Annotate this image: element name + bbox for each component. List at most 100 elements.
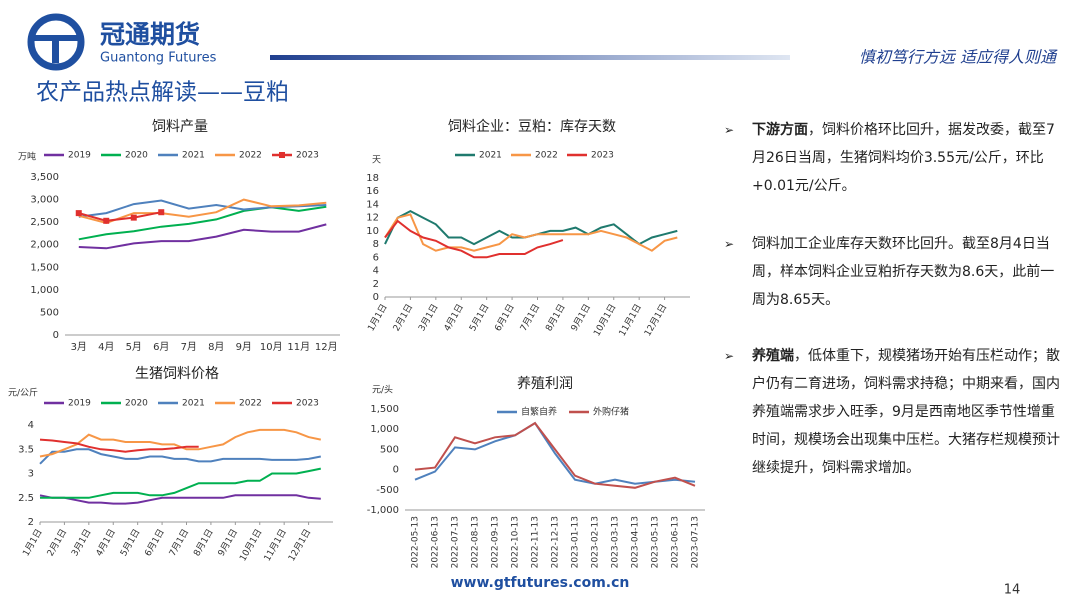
y-tick-label: 0	[393, 465, 399, 476]
x-tick-label: 4月1日	[94, 527, 118, 558]
page-number: 14	[1004, 583, 1021, 598]
x-tick-label: 6月	[153, 341, 169, 353]
series-line	[384, 219, 564, 259]
series-line	[78, 211, 162, 222]
legend-label: 2020	[125, 151, 148, 161]
bullet-text: ，饲料价格环比回升，据发改委，截至7月26日当周，生猪饲料均价3.55元/公斤，…	[752, 122, 1055, 194]
y-axis-label: 元/公斤	[8, 388, 38, 399]
x-tick-label: 7月	[181, 341, 197, 353]
y-tick-label: 1,500	[370, 404, 399, 415]
brand-en: Guantong Futures	[100, 51, 217, 66]
x-tick-label: 7月1日	[167, 527, 191, 558]
x-tick-label: 2022-05-13	[411, 516, 421, 568]
y-tick-label: 2	[373, 279, 379, 290]
legend-label: 自繁自养	[521, 406, 557, 418]
series-line	[39, 438, 199, 453]
legend-label: 2023	[591, 151, 614, 161]
brand: 冠通期货	[100, 20, 200, 49]
y-tick-label: 18	[366, 173, 379, 184]
y-axis-label: 万吨	[18, 151, 36, 163]
y-tick-label: 10	[366, 226, 379, 237]
x-tick-label: 12月	[315, 341, 338, 353]
x-tick-label: 9月1日	[569, 302, 593, 333]
bullet-lead: 养殖端	[752, 348, 794, 364]
legend-label: 2020	[125, 399, 148, 409]
x-tick-label: 2023-01-13	[571, 516, 581, 568]
bullet-lead: 下游方面	[752, 122, 808, 138]
y-tick-label: 12	[366, 213, 379, 224]
x-tick-label: 2023-07-13	[691, 516, 701, 568]
legend-label: 2019	[68, 399, 91, 409]
logo	[27, 13, 85, 71]
legend-label: 2023	[296, 399, 319, 409]
legend-label: 2022	[535, 151, 558, 161]
bullet-text: ，低体重下，规模猪场开始有压栏动作；散户仍有二育进场，饲料需求持稳；中期来看，国…	[752, 348, 1060, 476]
chart-title: 饲料产量	[152, 119, 208, 135]
slogan: 慎初笃行方远 适应得人则通	[859, 48, 1058, 67]
x-tick-label: 2022-09-13	[491, 516, 501, 568]
y-tick-label: 3,000	[30, 195, 59, 206]
y-axis-label: 元/头	[372, 385, 393, 396]
y-tick-label: 4	[28, 420, 34, 431]
series-line	[78, 198, 327, 225]
y-tick-label: 0	[53, 330, 59, 341]
x-tick-label: 9月	[236, 341, 252, 353]
x-tick-label: 3月1日	[416, 302, 440, 333]
point	[130, 214, 137, 221]
x-tick-label: 10月	[260, 341, 283, 353]
y-tick-label: 3.5	[18, 444, 34, 455]
legend-label: 2022	[239, 399, 262, 409]
x-tick-label: 6月1日	[143, 527, 167, 558]
x-tick-label: 5月1日	[467, 302, 491, 333]
series-line	[414, 421, 696, 489]
x-tick-label: 2月1日	[45, 527, 69, 558]
x-tick-label: 12月1日	[286, 527, 313, 563]
x-tick-label: 2023-02-13	[591, 516, 601, 568]
chart-title: 养殖利润	[517, 375, 573, 392]
y-tick-label: 1,500	[30, 262, 59, 273]
point	[158, 209, 165, 216]
x-tick-label: 11月1日	[617, 302, 644, 338]
x-tick-label: 2022-10-13	[511, 516, 521, 568]
x-tick-label: 2022-08-13	[471, 516, 481, 568]
bullet: ➢ 饲料加工企业库存天数环比回升。截至8月4日当周，样本饲料企业豆粕折存天数为8.…	[724, 236, 1055, 308]
legend-label: 外购仔猪	[593, 406, 629, 418]
y-tick-label: 1,000	[30, 285, 59, 296]
x-tick-label: 5月	[126, 341, 142, 353]
legend-label: 2021	[479, 151, 502, 161]
x-tick-label: 2022-07-13	[451, 516, 461, 568]
y-tick-label: 2,500	[30, 217, 59, 228]
x-tick-label: 7月1日	[518, 302, 542, 333]
y-tick-label: 8	[373, 239, 379, 250]
x-tick-label: 10月1日	[237, 527, 264, 563]
legend-marker	[279, 152, 285, 158]
y-tick-label: -1,000	[367, 505, 399, 516]
series-line	[39, 448, 321, 465]
x-tick-label: 12月1日	[642, 302, 669, 338]
y-tick-label: 2.5	[18, 493, 34, 504]
legend-label: 2019	[68, 151, 91, 161]
x-tick-label: 8月1日	[191, 527, 215, 558]
x-tick-label: 2月1日	[391, 302, 415, 333]
x-tick-label: 8月	[208, 341, 224, 353]
bullet: ➢ 养殖端，低体重下，规模猪场开始有压栏动作；散户仍有二育进场，饲料需求持稳；中期…	[724, 348, 1060, 476]
x-tick-label: 11月1日	[262, 527, 289, 563]
point	[75, 210, 82, 217]
x-tick-label: 8月1日	[543, 302, 567, 333]
x-tick-label: 6月1日	[493, 302, 517, 333]
x-tick-label: 11月	[287, 341, 310, 353]
bullet: ➢ 下游方面，饲料价格环比回升，据发改委，截至7月26日当周，生猪饲料均价3.55…	[724, 122, 1055, 194]
legend-label: 2021	[182, 399, 205, 409]
x-tick-label: 2023-06-13	[671, 516, 681, 568]
x-tick-label: 5月1日	[118, 527, 142, 558]
chart-title: 饲料企业：豆粕：库存天数	[448, 118, 616, 135]
bullet-text: 饲料加工企业库存天数环比回升。截至8月4日当周，样本饲料企业豆粕折存天数为8.6…	[752, 236, 1055, 308]
series-line	[78, 205, 327, 241]
y-tick-label: 16	[366, 186, 379, 197]
x-tick-label: 10月1日	[591, 302, 618, 338]
x-tick-label: 2022-12-13	[551, 516, 561, 568]
y-tick-label: 2	[28, 517, 34, 528]
series-line	[39, 494, 321, 505]
y-tick-label: 1,000	[370, 424, 399, 435]
